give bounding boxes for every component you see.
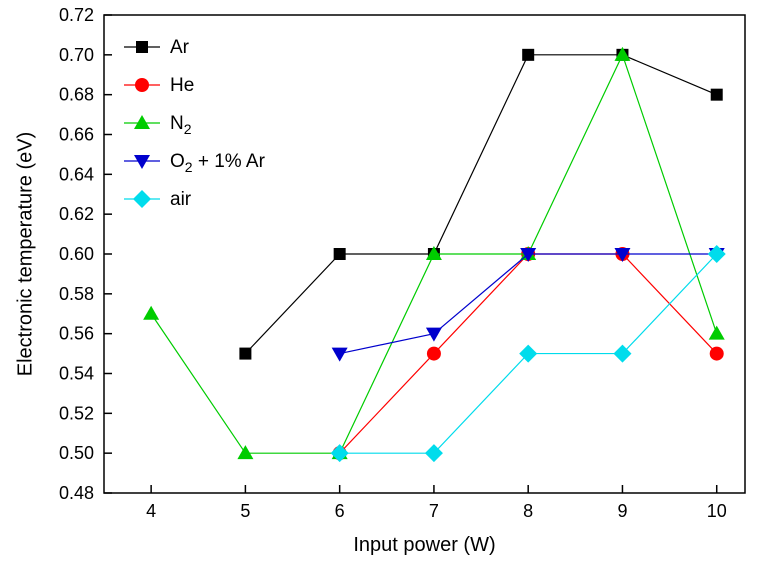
y-tick-label: 0.64 [59,164,94,184]
y-tick-label: 0.72 [59,5,94,25]
data-point-marker [425,327,442,342]
series-line [244,54,717,354]
data-point-marker [522,48,535,61]
data-point-marker [614,248,631,262]
data-point-marker [520,248,537,262]
data-point-marker [708,325,725,340]
data-point-marker [239,347,252,360]
legend-label: Ar [170,37,190,58]
data-point-marker [519,344,538,363]
legend-marker [136,41,148,53]
x-axis-title: Input power (W) [353,534,496,556]
y-tick-label: 0.52 [59,403,94,423]
data-point-marker [710,88,723,101]
data-point-marker [707,245,726,263]
data-point-marker [143,305,160,320]
y-tick-label: 0.54 [59,364,94,384]
y-tick-label: 0.50 [59,443,94,463]
x-tick-label: 10 [707,501,727,521]
y-axis-title: Electronic temperature (eV) [14,131,37,377]
x-tick-label: 7 [429,501,439,521]
legend-marker [133,190,151,208]
y-tick-label: 0.70 [59,45,94,65]
x-tick-label: 4 [146,501,156,521]
x-tick-label: 9 [617,501,627,521]
legend-label: He [170,75,194,96]
x-tick-label: 8 [523,501,533,521]
y-tick-label: 0.68 [59,85,94,105]
legend-marker [134,115,150,129]
y-tick-label: 0.62 [59,204,94,224]
data-point-marker [425,246,442,260]
data-point-marker [424,444,443,463]
y-tick-label: 0.66 [59,125,94,145]
data-point-marker [613,344,632,363]
legend-label: O2 + 1% Ar [170,151,266,175]
y-tick-label: 0.58 [59,284,94,304]
legend-label: air [170,189,192,210]
data-point-marker [614,46,631,61]
data-point-marker [330,444,349,463]
legend-label: N2 [170,113,192,137]
data-point-marker [333,248,346,260]
plot-frame [103,14,746,494]
legend-marker [135,78,149,92]
data-point-marker [426,346,441,361]
legend-marker [134,155,150,169]
y-tick-label: 0.48 [59,483,94,503]
x-tick-label: 6 [335,501,345,521]
data-point-marker [331,347,348,362]
data-point-marker [709,346,724,361]
data-point-marker [237,445,254,460]
x-tick-label: 5 [240,501,250,521]
y-tick-label: 0.60 [59,244,94,264]
series-line [339,253,717,355]
y-tick-label: 0.56 [59,324,94,344]
